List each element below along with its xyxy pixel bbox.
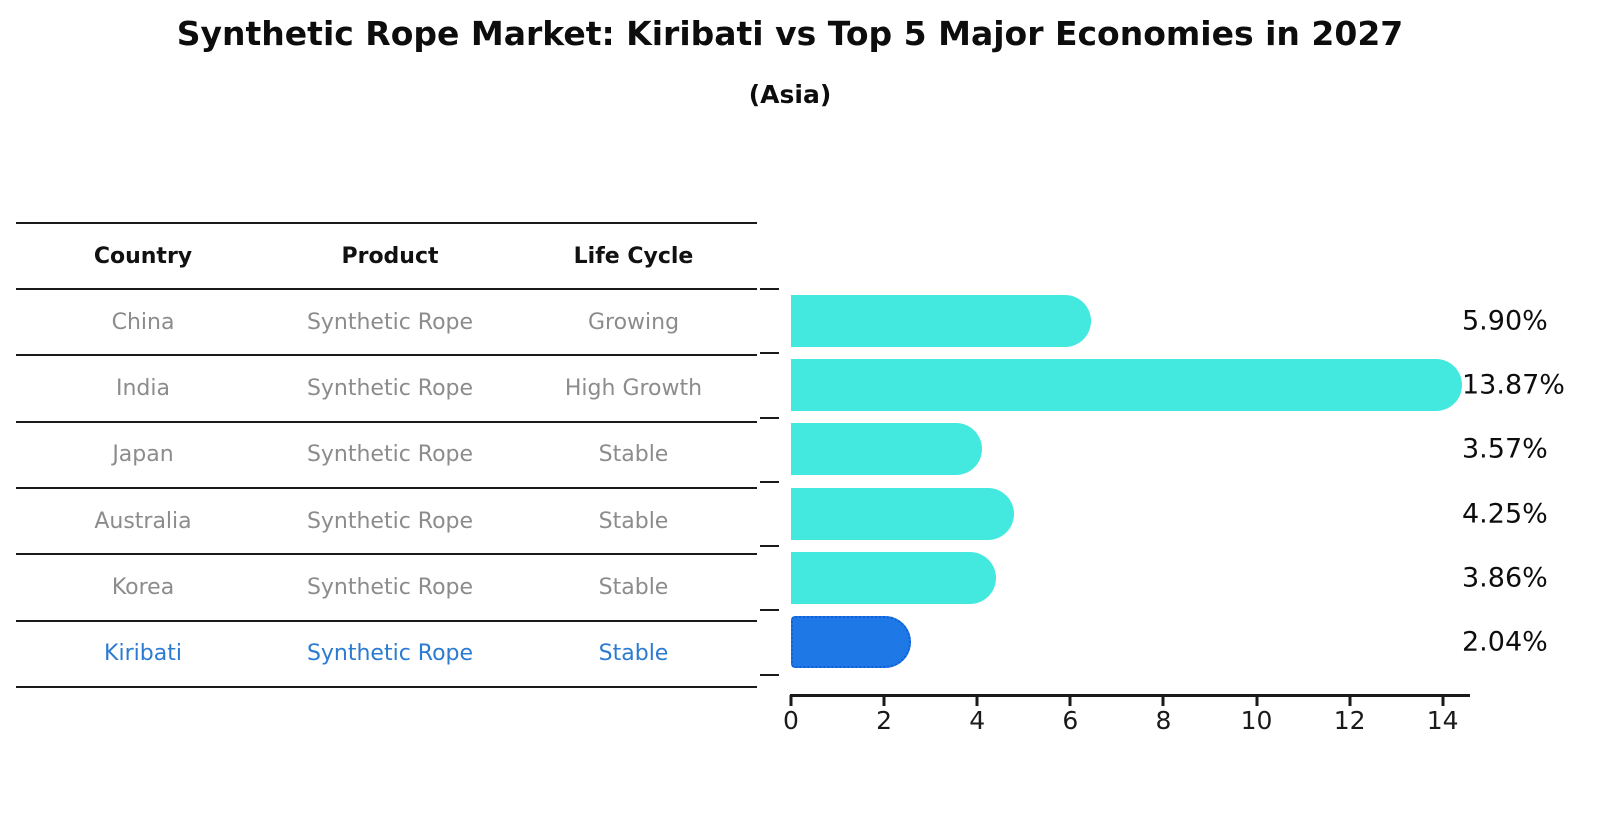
header-cell-product: Product (341, 243, 439, 269)
cell-life-cycle: Stable (598, 442, 669, 468)
bar (791, 487, 1014, 540)
x-tick-label: 6 (1062, 706, 1079, 735)
cell-country: Kiribati (104, 641, 182, 667)
y-tick (760, 287, 779, 290)
y-tick (760, 480, 779, 483)
x-axis-line (790, 694, 1470, 697)
table-header-row: Country Product Life Cycle (16, 224, 757, 290)
percent-label: 2.04% (1462, 626, 1548, 658)
y-tick (760, 352, 779, 355)
cell-country: Japan (112, 442, 174, 468)
x-tick (1441, 695, 1445, 706)
cell-country: China (111, 309, 175, 335)
table-row: India Synthetic Rope High Growth (16, 356, 757, 423)
x-tick-label: 2 (876, 706, 893, 735)
cell-product: Synthetic Rope (306, 442, 474, 468)
cell-life-cycle: Stable (598, 508, 669, 534)
table-row: Australia Synthetic Rope Stable (16, 489, 757, 556)
x-tick (1161, 695, 1165, 706)
cell-life-cycle: Stable (598, 641, 669, 667)
x-tick-label: 8 (1155, 706, 1172, 735)
cell-product: Synthetic Rope (306, 641, 474, 667)
bar (791, 358, 1462, 411)
chart-title: Synthetic Rope Market: Kiribati vs Top 5… (176, 14, 1404, 53)
table-row: Korea Synthetic Rope Stable (16, 555, 757, 622)
percent-label: 4.25% (1462, 498, 1548, 529)
x-tick (882, 695, 886, 706)
cell-product: Synthetic Rope (306, 574, 474, 600)
cell-country: India (116, 375, 170, 401)
cell-country: Australia (94, 508, 192, 534)
table-row: China Synthetic Rope Growing (16, 290, 757, 357)
table-row-highlighted: Kiribati Synthetic Rope Stable (16, 622, 757, 688)
x-tick-label: 14 (1426, 706, 1459, 735)
x-tick-label: 10 (1240, 706, 1273, 735)
cell-life-cycle: High Growth (564, 375, 703, 401)
cell-life-cycle: Stable (598, 574, 669, 600)
cell-country: Korea (111, 574, 175, 600)
header-cell-life-cycle: Life Cycle (573, 243, 694, 269)
cell-product: Synthetic Rope (306, 375, 474, 401)
percent-label: 13.87% (1462, 369, 1565, 401)
bar-highlighted (791, 616, 911, 669)
cell-life-cycle: Growing (587, 309, 680, 335)
percent-label: 5.90% (1462, 305, 1548, 337)
x-tick-label: 0 (783, 706, 799, 735)
x-tick (789, 695, 793, 706)
bar (791, 551, 996, 604)
bar (791, 294, 1091, 347)
percent-label: 3.57% (1462, 433, 1548, 465)
y-tick (760, 673, 779, 676)
y-tick (760, 545, 779, 548)
bar (791, 423, 983, 476)
data-table: Country Product Life Cycle China Synthet… (16, 222, 757, 688)
y-tick (760, 609, 779, 612)
table-row: Japan Synthetic Rope Stable (16, 423, 757, 489)
x-tick (1255, 695, 1258, 706)
cell-product: Synthetic Rope (306, 508, 474, 534)
x-tick-label: 12 (1333, 706, 1366, 735)
cell-product: Synthetic Rope (306, 309, 474, 335)
header-cell-country: Country (93, 243, 193, 269)
chart-subtitle: (Asia) (748, 80, 832, 109)
x-tick (975, 695, 979, 706)
x-tick (1068, 695, 1072, 706)
percent-label: 3.86% (1462, 562, 1548, 594)
x-tick-label: 4 (969, 706, 986, 735)
y-tick (760, 416, 779, 419)
x-tick (1348, 695, 1352, 706)
